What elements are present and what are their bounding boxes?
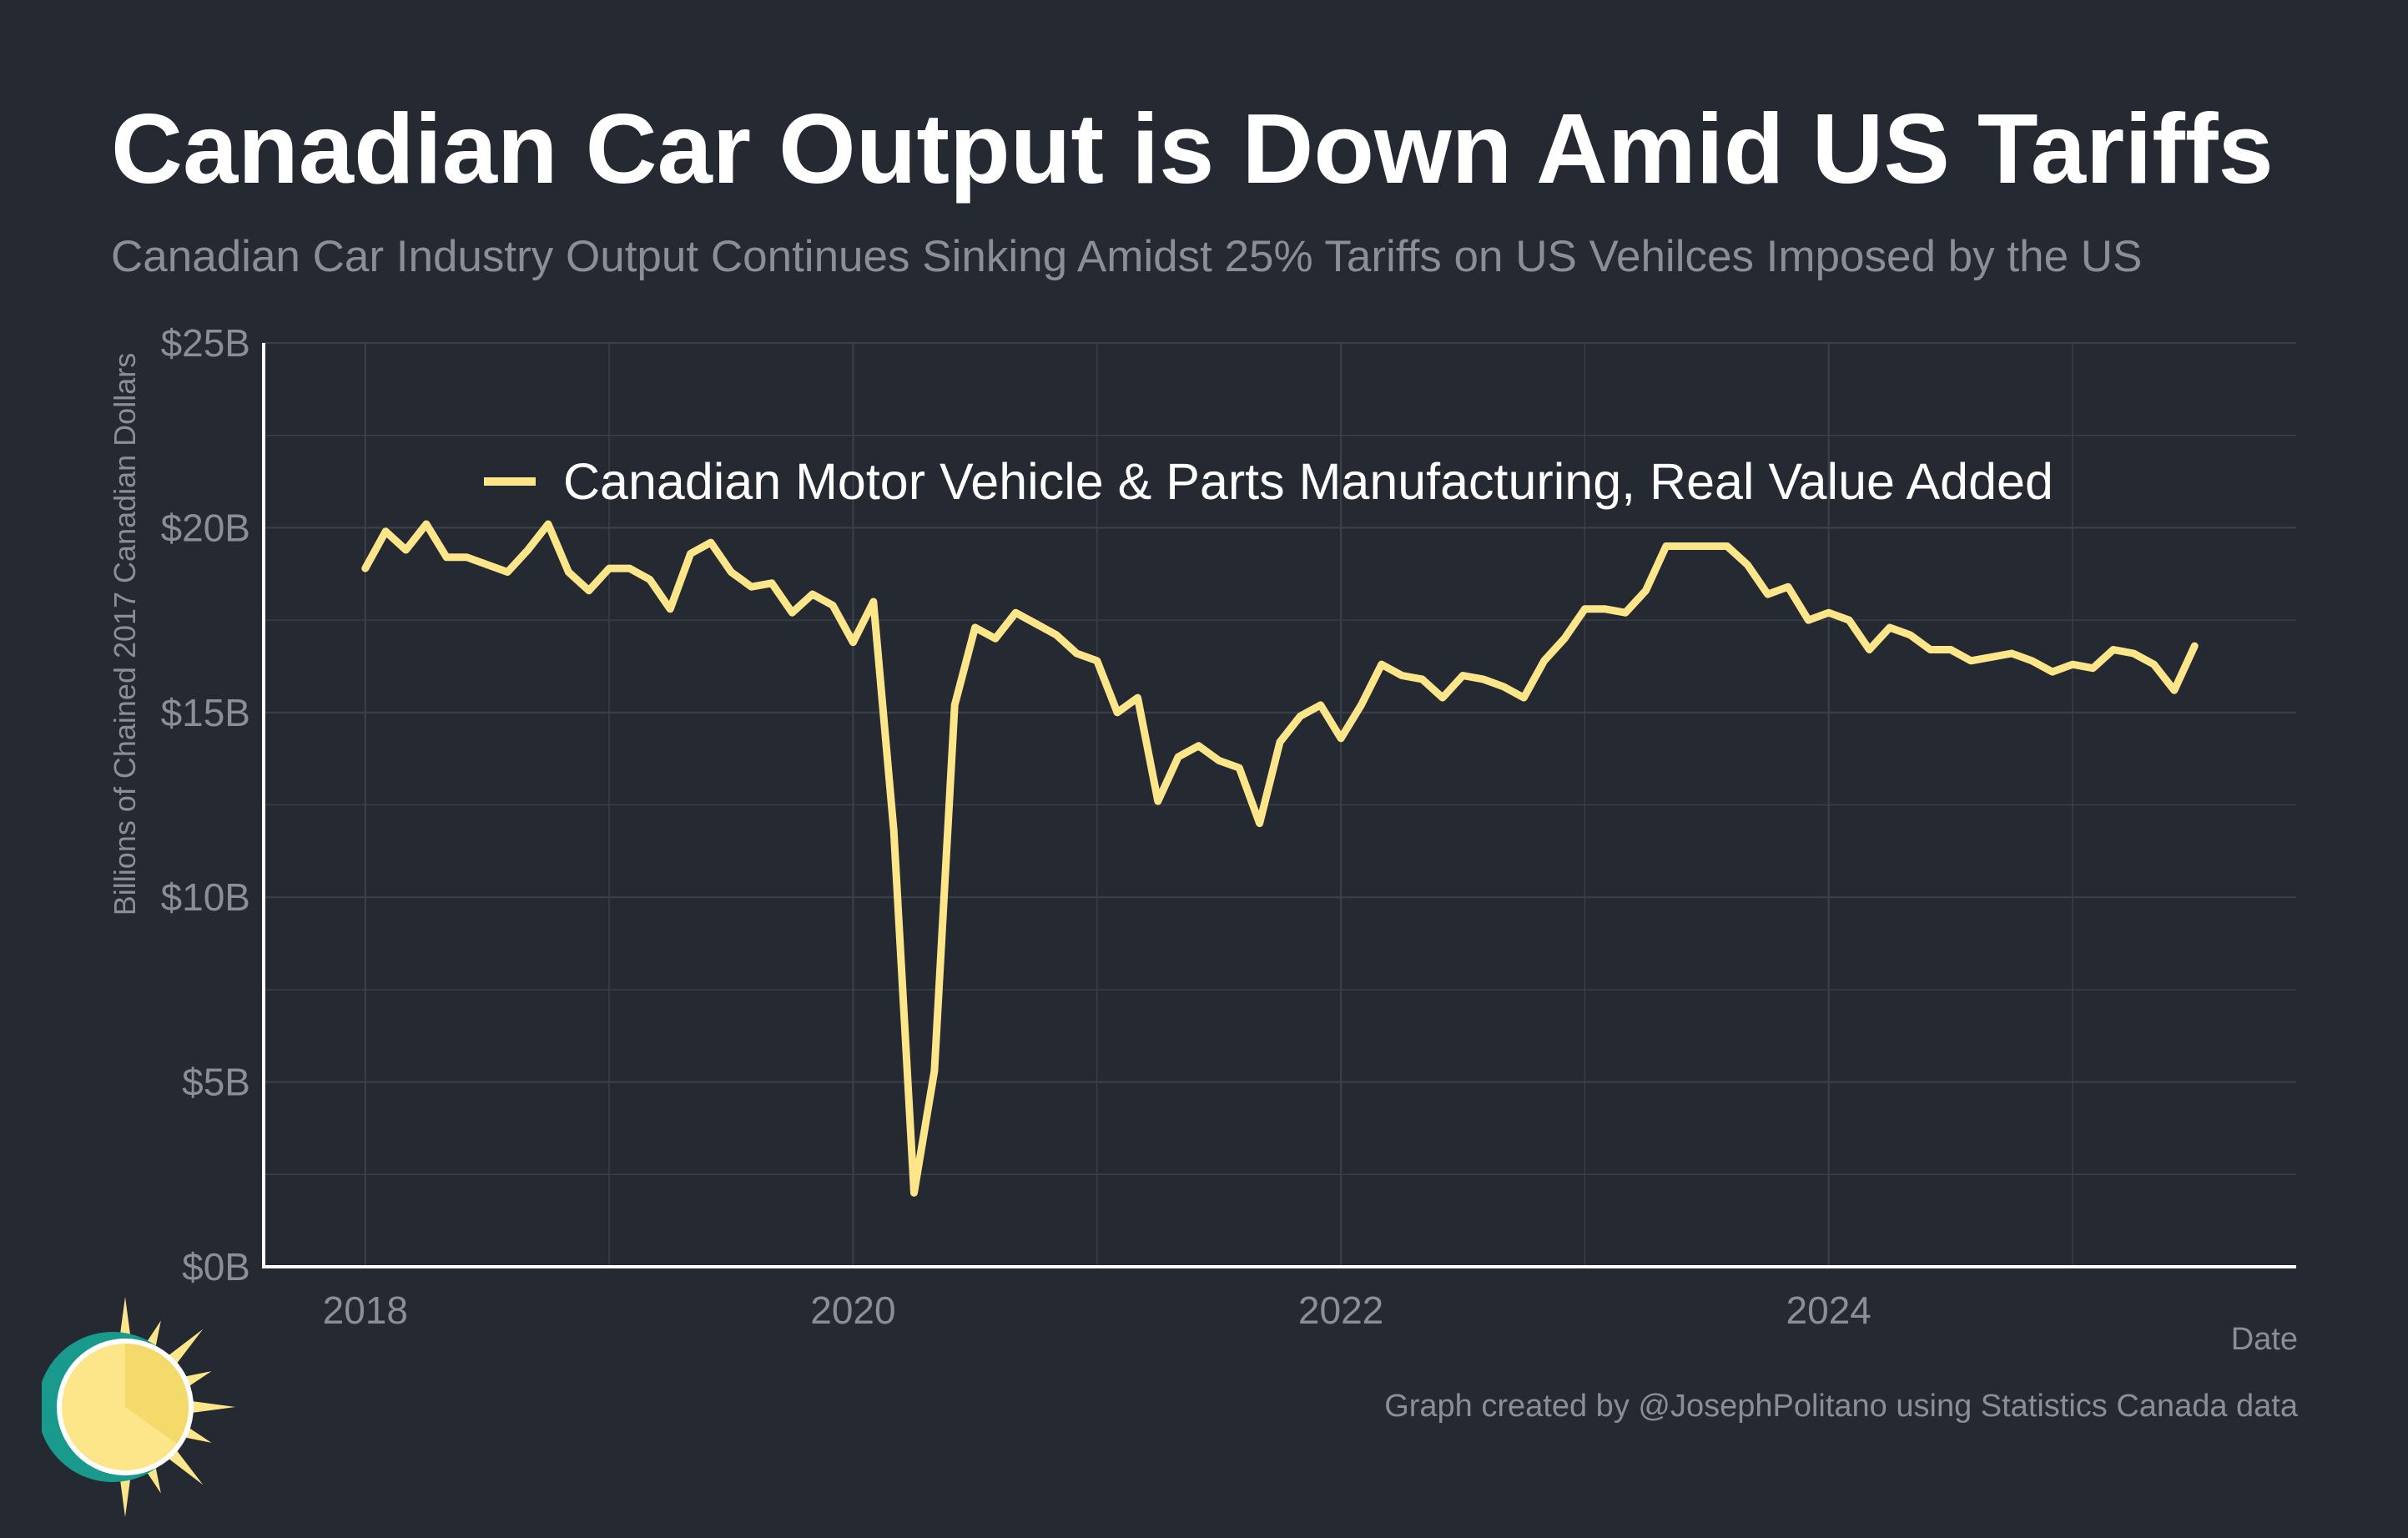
sun-ray <box>183 1399 235 1414</box>
legend-label: Canadian Motor Vehicle & Parts Manufactu… <box>563 453 2053 510</box>
chart-subtitle: Canadian Car Industry Output Continues S… <box>111 232 2143 281</box>
series-line <box>361 520 2199 1197</box>
x-tick-label: 2024 <box>1786 1288 1871 1332</box>
chart-title: Canadian Car Output is Down Amid US Tari… <box>111 93 2274 204</box>
y-tick-label: $0B <box>182 1245 250 1288</box>
grid-layer <box>264 341 2296 1268</box>
x-tick-label: 2018 <box>323 1288 408 1332</box>
x-tick-label: 2020 <box>810 1288 895 1332</box>
tick-layer: $0B $5B $10B $15B $20B $25B 2018 2020 2022 2024 <box>161 321 1871 1332</box>
legend: Canadian Motor Vehicle & Parts Manufactu… <box>484 453 2053 510</box>
x-axis-label: Date <box>2230 1322 2298 1357</box>
sun-logo-icon <box>42 1297 235 1517</box>
axis-layer <box>262 343 2296 1268</box>
y-tick-label: $5B <box>182 1061 250 1104</box>
x-tick-label: 2022 <box>1298 1288 1383 1332</box>
y-tick-label: $10B <box>161 875 250 919</box>
series-layer <box>361 520 2199 1197</box>
y-tick-label: $20B <box>161 506 250 549</box>
y-tick-label: $15B <box>161 691 250 734</box>
y-tick-label: $25B <box>161 321 250 365</box>
source-credit: Graph created by @JosephPolitano using S… <box>1384 1389 2298 1424</box>
